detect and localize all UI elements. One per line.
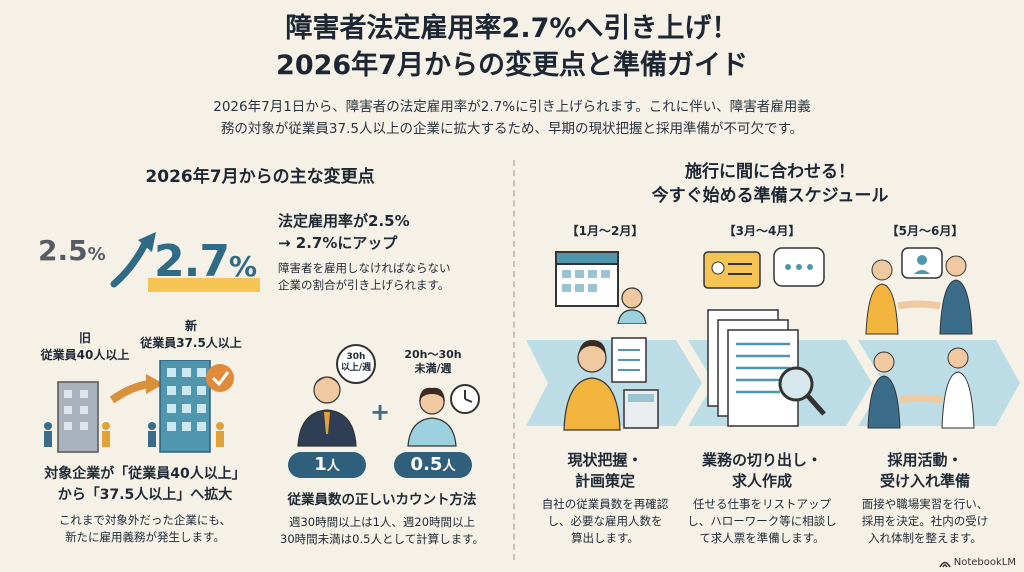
step-2-title: 業務の切り出し・ 求人作成: [684, 450, 840, 492]
old-scope-label-2: 従業員40人以上: [40, 348, 130, 362]
step-1-desc-line-2: し、必要な雇用人数を: [547, 514, 663, 528]
planner-worker-icon: [563, 337, 659, 431]
old-scope-label: 旧 従業員40人以上: [30, 330, 140, 364]
scope-desc: これまで対象外だった企業にも、 新たに雇用義務が発生します。: [20, 512, 270, 546]
rising-arrow-icon: [110, 232, 156, 288]
rate-desc: 障害者を雇用しなければならない 企業の割合が引き上げられます。: [278, 260, 451, 294]
notebook-logo-icon: [939, 561, 951, 567]
count-desc: 週30時間以上は1人、週20時間以上 30時間未満は0.5人として計算します。: [270, 514, 494, 548]
documents-icon: [703, 247, 826, 427]
plus-sign: +: [370, 398, 391, 426]
step-3-desc-line-1: 面接や職場実習を行い、: [861, 497, 989, 511]
parttime-worker-icon: [407, 387, 457, 447]
right-section-title: 施行に間に合わせる！ 今すぐ始める準備スケジュール: [540, 160, 1000, 208]
step-3-period: 【5月〜6月】: [886, 224, 964, 238]
title-line-2: 2026年7月からの変更点と準備ガイド: [276, 50, 748, 81]
scope-heading-line-2: から「37.5人以上」へ拡大: [57, 487, 233, 503]
scope-desc-line-2: 新たに雇用義務が発生します。: [65, 530, 225, 544]
left-section-title: 2026年7月からの主な変更点: [145, 167, 375, 187]
count-desc-line-2: 30時間未満は0.5人として計算します。: [280, 532, 484, 546]
step-1-title: 現状把握・ 計画策定: [540, 450, 670, 492]
fulltime-count-number: 1: [314, 454, 327, 475]
step-2-desc-line-2: し、ハローワーク等に相談し: [687, 514, 837, 528]
step-2-desc-line-1: 任せる仕事をリストアップ: [693, 497, 831, 511]
old-rate-unit: %: [87, 244, 106, 265]
rate-desc-line-2: 企業の割合が引き上げられます。: [278, 278, 450, 292]
intro-line-2: 務の対象が従業員37.5人以上の企業に拡大するため、早期の現状把握と採用準備が不…: [220, 121, 804, 137]
rate-heading-line-1: 法定雇用率が2.5%: [278, 212, 410, 230]
new-rate-unit: %: [228, 250, 257, 283]
step-1-desc: 自社の従業員数を再確認 し、必要な雇用人数を 算出します。: [534, 496, 676, 547]
step-1-desc-line-1: 自社の従業員数を再確認: [541, 497, 669, 511]
intro-line-1: 2026年7月1日から、障害者の法定雇用率が2.7%に引き上げられます。これに伴…: [213, 99, 811, 115]
clock-2-label: 20h〜30h 未満/週: [398, 348, 468, 376]
new-scope-label-2: 従業員37.5人以上: [140, 336, 242, 350]
step-3-title-line-2: 受け入れ準備: [879, 472, 970, 490]
brand-logo: NotebookLM: [939, 557, 1016, 568]
rate-desc-line-1: 障害者を雇用しなければならない: [278, 261, 451, 275]
old-rate-number: 2.5: [38, 234, 88, 267]
new-rate: 2.7%: [154, 236, 257, 287]
rate-heading-line-2: → 2.7%にアップ: [278, 234, 398, 252]
step-2-period: 【3月〜4月】: [723, 224, 801, 238]
step-2-desc: 任せる仕事をリストアップ し、ハローワーク等に相談し て求人票を準備します。: [684, 496, 840, 547]
clock-2-line-1: 20h〜30h: [404, 348, 462, 361]
step-3-desc-line-2: 採用を決定。社内の受け: [861, 514, 989, 528]
step-1-title-line-2: 計画策定: [574, 472, 635, 490]
title-line-1: 障害者法定雇用率2.7%へ引き上げ！: [285, 13, 739, 44]
brand-name: NotebookLM: [953, 557, 1016, 568]
step-1-desc-line-3: 算出します。: [571, 531, 639, 545]
step-1-title-line-1: 現状把握・: [567, 451, 643, 469]
parttime-count-number: 0.5: [410, 454, 443, 475]
new-scope-label-1: 新: [184, 319, 197, 333]
scope-desc-line-1: これまで対象外だった企業にも、: [58, 513, 232, 527]
clock-icon: [336, 344, 376, 384]
step-1-period: 【1月〜2月】: [566, 224, 644, 238]
scope-heading-line-1: 対象企業が「従業員40人以上」: [44, 466, 246, 482]
page-title: 障害者法定雇用率2.7%へ引き上げ！ 2026年7月からの変更点と準備ガイド: [0, 10, 1024, 84]
old-scope-label-1: 旧: [78, 331, 91, 345]
rate-heading: 法定雇用率が2.5% → 2.7%にアップ: [278, 210, 410, 254]
rate-highlight: [148, 278, 260, 292]
right-title-line-1: 施行に間に合わせる！: [685, 162, 855, 182]
step-3-title-line-1: 採用活動・: [887, 451, 963, 469]
old-rate: 2.5%: [38, 234, 106, 267]
handshake-icon: [865, 247, 975, 429]
calendar-icon: [555, 251, 647, 324]
fulltime-count-unit: 人: [326, 459, 340, 474]
clock-1-line-2: 以上/週: [340, 363, 372, 373]
clock-1-line-1: 30h: [346, 352, 366, 362]
new-scope-label: 新 従業員37.5人以上: [126, 318, 256, 352]
fulltime-worker-icon: [297, 376, 357, 447]
step-3-title: 採用活動・ 受け入れ準備: [850, 450, 1000, 492]
parttime-count-unit: 人: [442, 459, 456, 474]
scope-heading: 対象企業が「従業員40人以上」 から「37.5人以上」へ拡大: [20, 464, 270, 506]
count-desc-line-1: 週30時間以上は1人、週20時間以上: [288, 515, 476, 529]
clock-small-icon: [450, 384, 480, 414]
step-2-title-line-2: 求人作成: [731, 472, 792, 490]
step-3-desc: 面接や職場実習を行い、 採用を決定。社内の受け 入れ体制を整えます。: [850, 496, 1000, 547]
intro-text: 2026年7月1日から、障害者の法定雇用率が2.7%に引き上げられます。これに伴…: [110, 96, 914, 140]
column-divider: [513, 160, 515, 560]
step-2-title-line-1: 業務の切り出し・: [701, 451, 822, 469]
new-rate-number: 2.7: [154, 236, 230, 287]
clock-1-label: 30h 以上/週: [334, 352, 378, 374]
right-title-line-2: 今すぐ始める準備スケジュール: [651, 186, 889, 206]
count-heading: 従業員数の正しいカウント方法: [287, 492, 477, 508]
step-3-desc-line-3: 入れ体制を整えます。: [868, 531, 982, 545]
parttime-count-badge: 0.5人: [394, 452, 472, 478]
fulltime-count-badge: 1人: [288, 452, 366, 478]
buildings-illustration: [44, 360, 234, 453]
step-2-desc-line-3: て求人票を準備します。: [699, 531, 825, 545]
clock-2-line-2: 未満/週: [414, 362, 452, 375]
